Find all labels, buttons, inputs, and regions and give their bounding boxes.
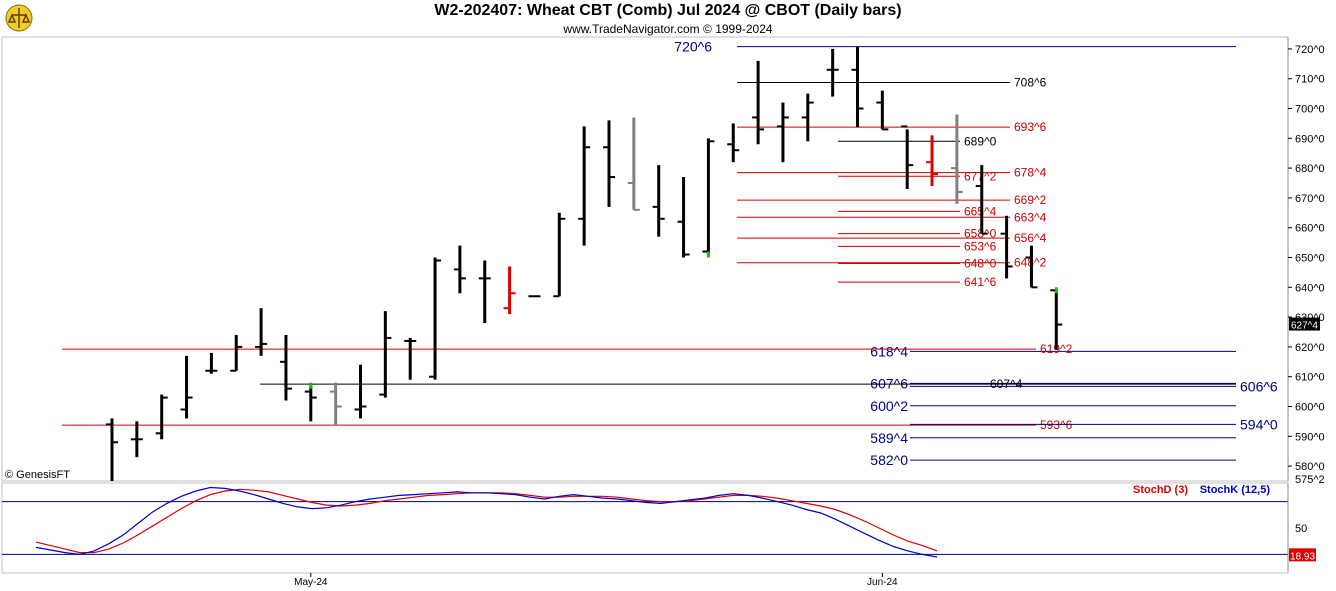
ohlc-bar: [180, 355, 193, 419]
price-tick-label-partial: 575^2: [1295, 474, 1325, 486]
ohlc-bar: [255, 308, 268, 356]
price-tick-label: 670^0: [1295, 193, 1325, 205]
level-label: 582^0: [870, 452, 908, 468]
level-label: 648^0: [964, 256, 997, 270]
price-axis: 720^0 710^0 700^0 690^0 680^0 670^0 660^0 650^0…: [1287, 37, 1325, 486]
ohlc-bar: [652, 165, 665, 237]
ohlc-bar: [205, 352, 218, 374]
ohlc-bar: [876, 90, 889, 131]
level-label: 693^6: [1014, 120, 1047, 134]
ohlc-bar: [478, 260, 491, 324]
stoch-d-legend: StochD (3): [1133, 484, 1188, 496]
ohlc-bar: [950, 114, 963, 204]
ohlc-bar: [752, 60, 765, 145]
ohlc-bar: [1050, 287, 1063, 350]
ohlc-bar: [329, 382, 342, 425]
last-price-badge: [1289, 317, 1320, 331]
price-tick-label: 640^0: [1295, 282, 1325, 294]
level-label: 678^4: [1014, 166, 1047, 180]
ohlc-bar: [603, 120, 615, 207]
stoch-last-label: 18.93: [1290, 551, 1315, 562]
ohlc-bar: [106, 418, 118, 481]
ohlc-bar: [155, 394, 168, 440]
price-panel: [1, 36, 1289, 482]
last-price-label: 627^4: [1291, 321, 1318, 332]
app-logo-icon: [4, 3, 34, 38]
price-tick-label: 690^0: [1295, 133, 1325, 145]
price-tick-label: 620^0: [1295, 342, 1325, 354]
ohlc-bar: [826, 48, 839, 97]
level-label: 653^6: [964, 239, 997, 253]
ohlc-bar: [304, 382, 317, 422]
price-tick-label: 650^0: [1295, 253, 1325, 265]
price-bars: [106, 46, 1063, 481]
level-label: 607^4: [990, 377, 1023, 391]
ohlc-bar: [404, 337, 417, 380]
ohlc-bar: [851, 46, 864, 128]
price-tick-label: 610^0: [1295, 372, 1325, 384]
level-label: 720^6: [674, 39, 712, 55]
level-label: 607^6: [870, 375, 908, 391]
level-label: 689^0: [964, 134, 997, 148]
price-tick-label: 580^0: [1295, 461, 1325, 473]
price-tick-label: 710^0: [1295, 74, 1325, 86]
price-tick-label: 720^0: [1295, 44, 1325, 56]
ohlc-bar: [1000, 215, 1013, 279]
ohlc-bar: [130, 421, 143, 458]
date-tick-label: May-24: [294, 577, 328, 588]
ohlc-bar: [1025, 245, 1038, 289]
ohlc-bar: [279, 334, 292, 401]
ohlc-bar: [727, 123, 740, 163]
level-label: 594^0: [1240, 416, 1278, 432]
level-label: 606^6: [1240, 378, 1278, 394]
level-label: 708^6: [1014, 75, 1047, 89]
stoch-k-legend: StochK (12,5): [1200, 484, 1271, 496]
chart-title: W2-202407: Wheat CBT (Comb) Jul 2024 @ C…: [434, 2, 902, 19]
ohlc-bar: [503, 266, 516, 315]
support-resistance-levels: 720^6708^6693^6689^0678^4677^2669^2665^4…: [62, 39, 1278, 468]
stochastic-indicator: 50 18.93 StochD (3) StochK (12,5): [2, 484, 1316, 572]
ohlc-bar: [379, 311, 392, 398]
price-tick-label: 680^0: [1295, 163, 1325, 175]
level-label: 618^4: [870, 343, 908, 359]
ohlc-bar: [776, 102, 789, 163]
stoch-k-line: [35, 486, 938, 558]
level-label: 663^4: [1014, 210, 1047, 224]
ohlc-bar: [553, 212, 566, 298]
level-label: 656^4: [1014, 231, 1047, 245]
price-tick-label: 660^0: [1295, 223, 1325, 235]
level-label: 669^2: [1014, 193, 1047, 207]
price-tick-label: 700^0: [1295, 104, 1325, 116]
ohlc-bar: [975, 165, 988, 235]
level-label: 600^2: [870, 398, 908, 414]
ohlc-bar: [901, 125, 914, 189]
ohlc-bar: [453, 245, 466, 294]
level-label: 593^6: [1040, 418, 1073, 432]
level-label: 589^4: [870, 430, 908, 446]
price-tick-label: 590^0: [1295, 431, 1325, 443]
ohlc-bar: [702, 138, 715, 258]
ohlc-bar: [230, 334, 243, 372]
ohlc-bar: [429, 257, 442, 380]
chart-subtitle: www.TradeNavigator.com © 1999-2024: [563, 22, 773, 36]
ohlc-bar: [677, 177, 690, 258]
ohlc-bar: [627, 117, 640, 211]
stoch-last-badge: [1289, 548, 1316, 562]
price-tick-label: 600^0: [1295, 402, 1325, 414]
stoch-tick-label: 50: [1295, 523, 1307, 535]
ohlc-bar: [801, 93, 814, 142]
ohlc-bar: [354, 364, 367, 419]
copyright-label: © GenesisFT: [5, 469, 70, 481]
date-axis: May-24 Jun-24: [294, 573, 898, 588]
stochastic-panel: [1, 482, 1289, 574]
level-label: 641^6: [964, 275, 997, 289]
ohlc-bar: [578, 126, 591, 246]
date-tick-label: Jun-24: [867, 577, 898, 588]
ohlc-bar: [926, 135, 939, 186]
